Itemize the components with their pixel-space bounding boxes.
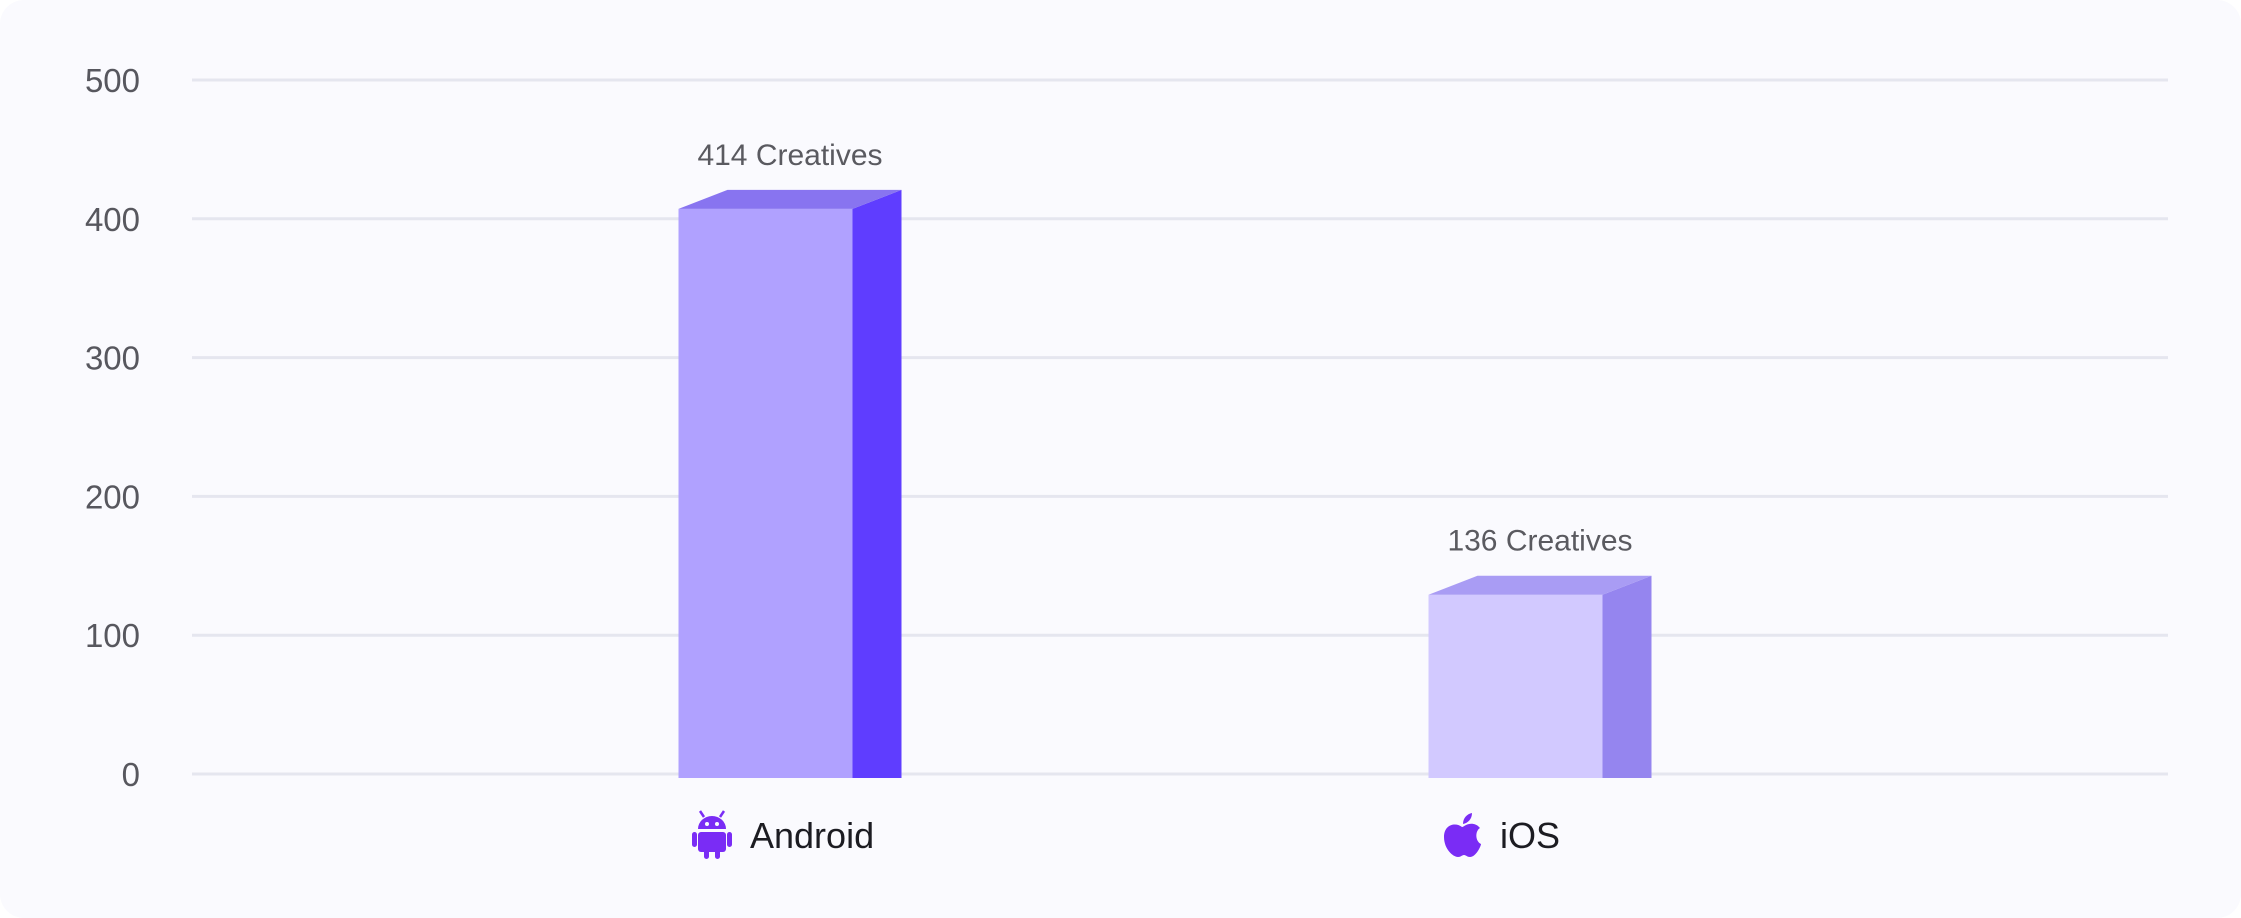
y-axis-ticks: 0 100 200 300 400 500: [85, 62, 140, 793]
y-tick-label: 500: [85, 62, 140, 99]
data-label: 414 Creatives: [697, 139, 882, 172]
bar-top: [678, 189, 902, 209]
x-category-android: Android: [692, 810, 874, 859]
bars: [678, 189, 1652, 779]
y-tick-label: 200: [85, 478, 140, 515]
y-tick-label: 100: [85, 617, 140, 654]
category-label: iOS: [1500, 815, 1560, 856]
bar-side: [852, 189, 902, 779]
y-tick-label: 400: [85, 201, 140, 238]
apple-icon: [1444, 813, 1481, 857]
bar-front: [1428, 594, 1603, 778]
y-tick-label: 0: [122, 756, 140, 793]
bar-side: [1602, 575, 1652, 778]
category-label: Android: [750, 815, 874, 856]
data-label: 136 Creatives: [1447, 525, 1632, 558]
bar-android: [678, 189, 902, 779]
data-labels: 414 Creatives 136 Creatives: [697, 139, 1632, 558]
bar-front: [678, 208, 853, 779]
android-icon: [692, 810, 732, 859]
gridlines: [192, 78, 2168, 776]
bar-top: [1428, 575, 1652, 595]
y-tick-label: 300: [85, 340, 140, 377]
x-axis-categories: Android iOS: [692, 810, 1560, 859]
bar-ios: [1428, 575, 1652, 778]
x-category-ios: iOS: [1444, 813, 1560, 857]
